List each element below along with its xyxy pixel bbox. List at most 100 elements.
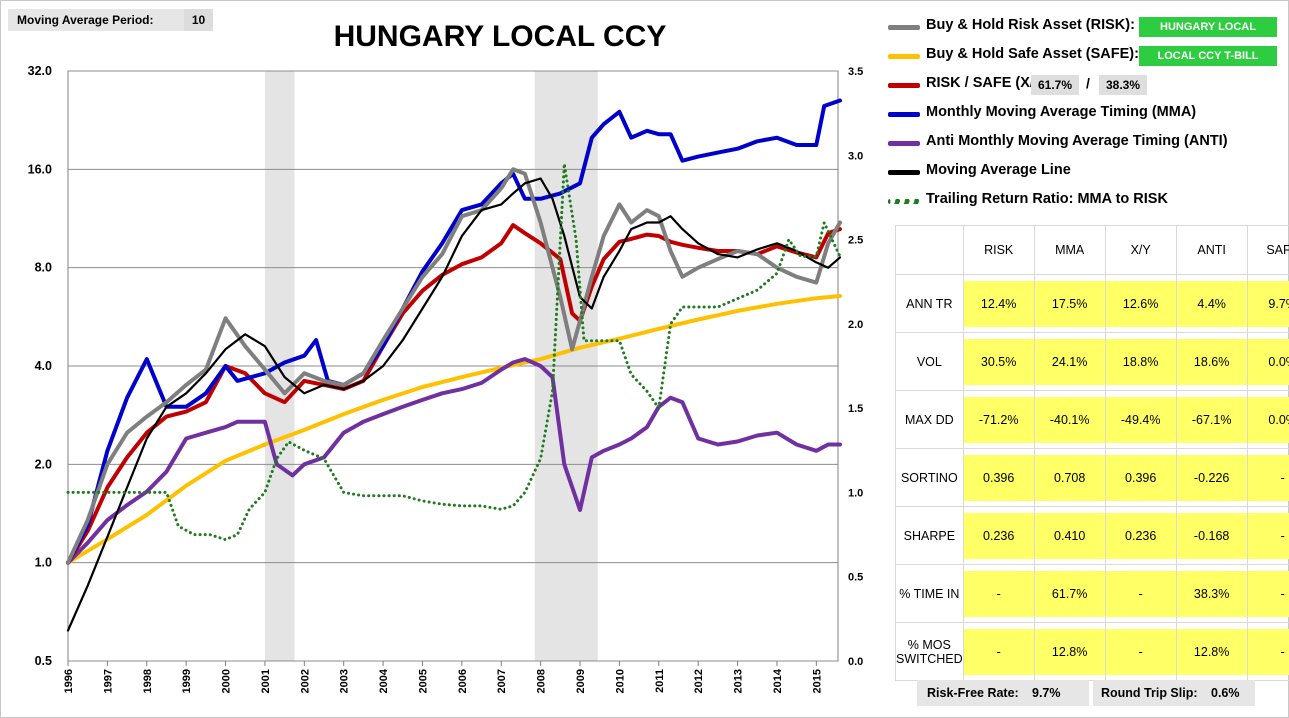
xy-separator: / [1086,75,1090,91]
x-tick-label: 2004 [378,668,390,693]
ma-period-value[interactable]: 10 [184,9,213,31]
stats-cell: 0.236 [962,506,1035,565]
stats-cell: 38.3% [1175,564,1248,623]
stats-value: -0.168 [1176,512,1247,559]
stats-cell: 0.236 [1104,506,1177,565]
stats-cell: - [1246,622,1289,681]
stats-value: - [1105,570,1176,617]
stats-cell: 0.396 [1104,448,1177,507]
stats-value: 12.8% [1176,628,1247,675]
risk-free-rate-value: 9.7% [1032,686,1061,700]
stats-row-label: VOL [895,332,964,391]
legend-swatch [888,170,920,175]
stats-value: - [1247,570,1289,617]
stats-value: 0.236 [1105,512,1176,559]
stats-value: -71.2% [963,396,1034,443]
legend-label: Buy & Hold Safe Asset (SAFE): [926,46,1139,62]
stats-value: 12.8% [1034,628,1105,675]
y-left-tick-label: 8.0 [35,261,52,275]
stats-cell: 0.410 [1033,506,1106,565]
stats-value: - [1247,512,1289,559]
stats-column-header: SAFE [1246,225,1289,275]
stats-value: - [1105,628,1176,675]
stats-cell: - [1104,564,1177,623]
y-right-tick-label: 1.5 [848,403,863,415]
stats-row-label: % TIME IN [895,564,964,623]
legend-swatch [888,25,920,30]
stats-cell: 12.6% [1104,274,1177,333]
stats-cell: 9.7% [1246,274,1289,333]
stats-cell: 0.396 [962,448,1035,507]
y-left-tick-label: 2.0 [35,457,52,471]
stats-value: -67.1% [1176,396,1247,443]
stats-cell: 12.4% [962,274,1035,333]
stats-row-label: SORTINO [895,448,964,507]
legend-label: Trailing Return Ratio: MMA to RISK [926,191,1168,207]
stats-cell: -0.226 [1175,448,1248,507]
stats-cell: -40.1% [1033,390,1106,449]
stats-corner [895,225,964,275]
stats-value: 0.0% [1247,338,1289,385]
stats-cell: -71.2% [962,390,1035,449]
x-tick-label: 2005 [417,669,429,693]
y-right-tick-label: 1.0 [848,487,863,499]
stats-cell: 30.5% [962,332,1035,391]
y-right-tick-label: 3.0 [848,150,863,162]
series-line [66,167,842,565]
stats-row-label: ANN TR [895,274,964,333]
stats-value: 12.6% [1105,280,1176,327]
x-tick-label: 2001 [260,669,272,693]
stats-column-header: MMA [1033,225,1106,275]
stats-value: 0.396 [1105,454,1176,501]
round-trip-slip-value: 0.6% [1211,686,1240,700]
xy-risk-tag: 61.7% [1031,75,1079,95]
chart-title: HUNGARY LOCAL CCY [333,20,667,53]
series-line [66,177,842,632]
stats-value: 0.236 [963,512,1034,559]
stats-column-header: ANTI [1175,225,1248,275]
stats-value: 0.0% [1247,396,1289,443]
stats-value: - [1247,628,1289,675]
x-tick-label: 1997 [102,669,114,693]
x-tick-label: 2015 [811,669,823,693]
y-right-tick-label: 2.5 [848,235,863,247]
stats-row: SORTINO 0.396 0.708 0.396 -0.226- [895,448,1289,507]
x-tick-label: 2009 [575,669,587,693]
x-tick-label: 2000 [221,669,233,693]
stats-cell: 18.8% [1104,332,1177,391]
x-tick-label: 2014 [772,668,784,693]
legend-swatch [888,112,920,117]
stats-column-header: X/Y [1104,225,1177,275]
y-right-tick-label: 0.5 [848,572,863,584]
ma-period-box: Moving Average Period: 10 [8,9,213,31]
x-tick-label: 1996 [63,669,75,693]
y-left-tick-label: 32.0 [28,64,52,78]
stats-value: 17.5% [1034,280,1105,327]
xy-safe-tag: 38.3% [1099,75,1147,95]
series-line [66,294,842,565]
stats-value: 0.396 [963,454,1034,501]
stats-value: 24.1% [1034,338,1105,385]
ma-period-label: Moving Average Period: [17,13,154,27]
stats-cell: 18.6% [1175,332,1248,391]
stats-row: % MOS SWITCHED -12.8% -12.8% - [895,622,1289,681]
stats-row: SHARPE 0.236 0.410 0.236 -0.168- [895,506,1289,565]
stats-cell: 12.8% [1033,622,1106,681]
stats-row-label: MAX DD [895,390,964,449]
legend-swatch [888,141,920,146]
stats-value: 4.4% [1176,280,1247,327]
x-tick-label: 2003 [339,669,351,693]
line-chart: 0.5 1.0 2.0 4.0 8.0 16.0 32.0 0.0 0.5 1.0 1.5 2.0 2.… [28,64,864,693]
stats-cell: - [1246,564,1289,623]
stats-cell: 61.7% [1033,564,1106,623]
legend-swatch [888,54,920,59]
stats-row: MAX DD-71.2%-40.1%-49.4%-67.1%0.0% [895,390,1289,449]
stats-value: -49.4% [1105,396,1176,443]
stats-value: 0.410 [1034,512,1105,559]
stats-value: 12.4% [963,280,1034,327]
stats-cell: - [1246,448,1289,507]
round-trip-slip-label: Round Trip Slip: [1101,686,1198,700]
